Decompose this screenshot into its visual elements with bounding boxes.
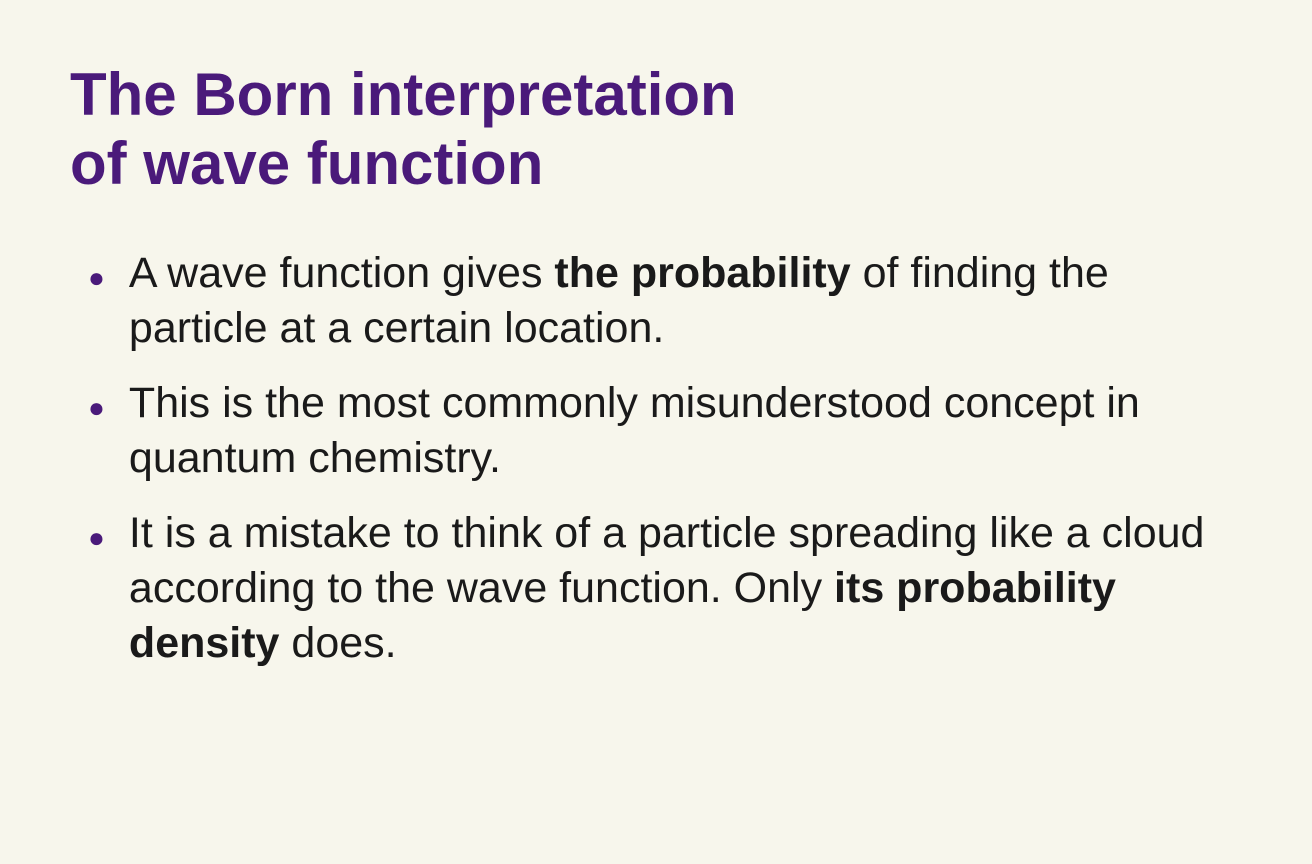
bullet-item: ● A wave function gives the probability o… [70, 246, 1242, 356]
bullet-text: A wave function gives the probability of… [129, 246, 1242, 356]
plain-text: This is the most commonly misunderstood … [129, 379, 1140, 482]
bullet-text: This is the most commonly misunderstood … [129, 376, 1242, 486]
bullet-marker-icon: ● [88, 520, 105, 556]
bullet-item: ● It is a mistake to think of a particle … [70, 506, 1242, 671]
title-line-2: of wave function [70, 130, 543, 197]
bullet-marker-icon: ● [88, 260, 105, 296]
bullet-text: It is a mistake to think of a particle s… [129, 506, 1242, 671]
bullet-item: ● This is the most commonly misunderstood… [70, 376, 1242, 486]
title-line-1: The Born interpretation [70, 61, 737, 128]
bullet-list: ● A wave function gives the probability o… [70, 246, 1242, 671]
plain-text: does. [279, 619, 396, 667]
bold-text: the probability [554, 249, 850, 297]
plain-text: A wave function gives [129, 249, 554, 297]
slide-title: The Born interpretation of wave function [70, 60, 1242, 198]
bullet-marker-icon: ● [88, 390, 105, 426]
